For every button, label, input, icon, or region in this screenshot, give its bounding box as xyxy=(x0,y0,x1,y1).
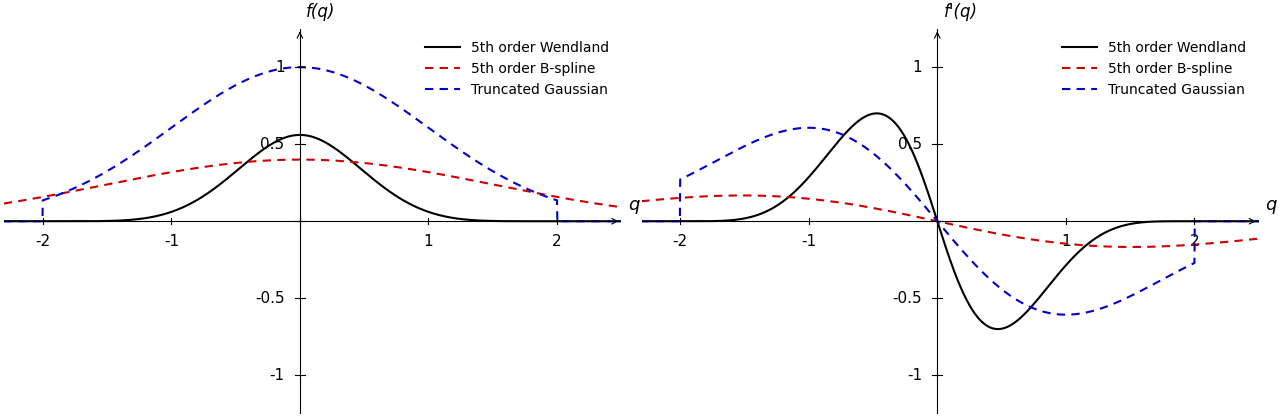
Text: q: q xyxy=(1265,196,1276,214)
Text: -1: -1 xyxy=(270,368,284,383)
Text: 1: 1 xyxy=(912,60,922,75)
Text: -2: -2 xyxy=(673,234,688,249)
Text: f'(q): f'(q) xyxy=(944,3,977,21)
Text: 1: 1 xyxy=(423,234,434,249)
Text: -1: -1 xyxy=(801,234,816,249)
Text: 0.5: 0.5 xyxy=(898,137,922,152)
Text: 2: 2 xyxy=(1189,234,1200,249)
Legend: 5th order Wendland, 5th order B-spline, Truncated Gaussian: 5th order Wendland, 5th order B-spline, … xyxy=(420,36,614,102)
Text: -2: -2 xyxy=(36,234,50,249)
Text: 1: 1 xyxy=(275,60,284,75)
Text: -1: -1 xyxy=(164,234,179,249)
Text: 0.5: 0.5 xyxy=(261,137,284,152)
Text: f(q): f(q) xyxy=(307,3,335,21)
Text: q: q xyxy=(628,196,640,214)
Text: 2: 2 xyxy=(553,234,561,249)
Text: 1: 1 xyxy=(1062,234,1071,249)
Legend: 5th order Wendland, 5th order B-spline, Truncated Gaussian: 5th order Wendland, 5th order B-spline, … xyxy=(1056,36,1252,102)
Text: -1: -1 xyxy=(907,368,922,383)
Text: -0.5: -0.5 xyxy=(255,291,284,306)
Text: -0.5: -0.5 xyxy=(893,291,922,306)
